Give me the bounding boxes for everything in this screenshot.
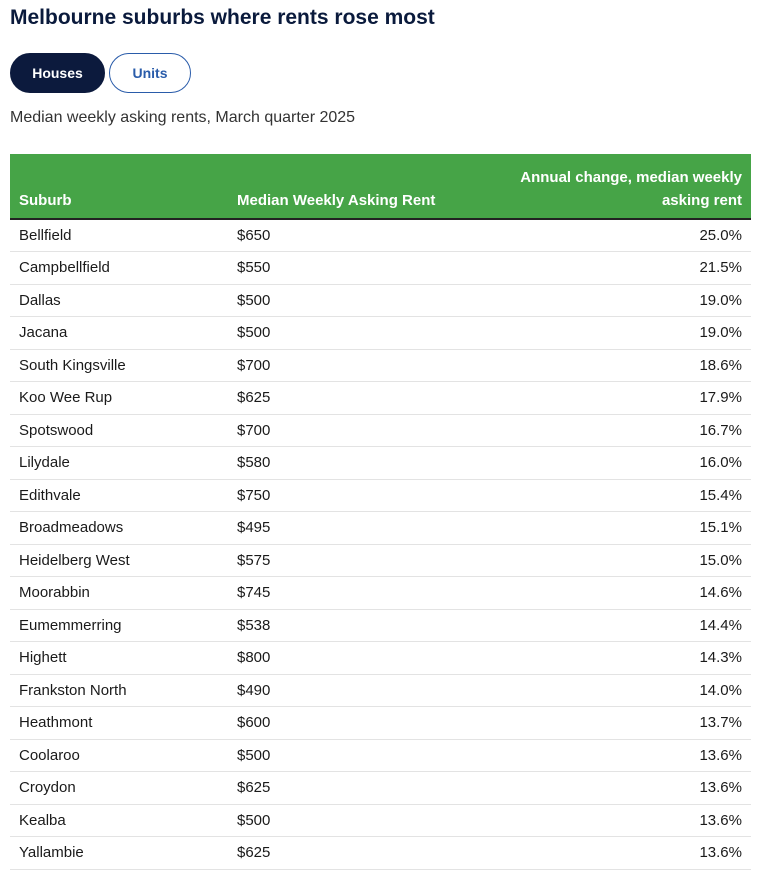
table-row: Moorabbin $745 14.6% bbox=[10, 576, 751, 610]
cell-change: 25.0% bbox=[458, 219, 751, 252]
table-row: Croydon $625 13.6% bbox=[10, 771, 751, 805]
cell-rent: $575 bbox=[228, 544, 458, 577]
cell-suburb: Edithvale bbox=[10, 479, 228, 512]
cell-suburb: Heathmont bbox=[10, 706, 228, 740]
cell-rent: $490 bbox=[228, 674, 458, 707]
table-row: Eumemmerring $538 14.4% bbox=[10, 609, 751, 642]
cell-change: 13.6% bbox=[458, 771, 751, 805]
cell-change: 19.0% bbox=[458, 316, 751, 350]
table-row: Heathmont $600 13.7% bbox=[10, 706, 751, 740]
rent-table: Suburb Median Weekly Asking Rent Annual … bbox=[10, 154, 751, 870]
cell-change: 13.6% bbox=[458, 836, 751, 870]
table-row: Kealba $500 13.6% bbox=[10, 804, 751, 837]
cell-rent: $538 bbox=[228, 609, 458, 642]
cell-rent: $500 bbox=[228, 316, 458, 350]
table-row: Edithvale $750 15.4% bbox=[10, 479, 751, 512]
cell-change: 13.7% bbox=[458, 706, 751, 740]
cell-suburb: Moorabbin bbox=[10, 576, 228, 610]
column-header-change-label: Annual change, median weekly asking rent bbox=[520, 169, 742, 209]
cell-change: 21.5% bbox=[458, 251, 751, 285]
cell-suburb: Frankston North bbox=[10, 674, 228, 707]
subtitle: Median weekly asking rents, March quarte… bbox=[10, 109, 356, 126]
cell-suburb: Spotswood bbox=[10, 414, 228, 447]
cell-rent: $550 bbox=[228, 251, 458, 285]
page-title: Melbourne suburbs where rents rose most bbox=[10, 6, 435, 29]
cell-change: 14.0% bbox=[458, 674, 751, 707]
cell-rent: $580 bbox=[228, 446, 458, 480]
table-row: Heidelberg West $575 15.0% bbox=[10, 544, 751, 577]
cell-change: 18.6% bbox=[458, 349, 751, 382]
table-header: Suburb Median Weekly Asking Rent Annual … bbox=[10, 154, 751, 220]
table-row: Jacana $500 19.0% bbox=[10, 316, 751, 350]
cell-change: 14.6% bbox=[458, 576, 751, 610]
table-row: South Kingsville $700 18.6% bbox=[10, 349, 751, 382]
cell-change: 19.0% bbox=[458, 284, 751, 317]
cell-rent: $650 bbox=[228, 219, 458, 252]
table-row: Broadmeadows $495 15.1% bbox=[10, 511, 751, 545]
column-header-rent: Median Weekly Asking Rent bbox=[228, 154, 458, 220]
table-row: Highett $800 14.3% bbox=[10, 641, 751, 675]
table-row: Dallas $500 19.0% bbox=[10, 284, 751, 317]
dwelling-type-toggle: Houses Units bbox=[10, 53, 191, 93]
table-row: Campbellfield $550 21.5% bbox=[10, 251, 751, 285]
cell-change: 13.6% bbox=[458, 804, 751, 837]
cell-change: 17.9% bbox=[458, 381, 751, 415]
cell-suburb: Lilydale bbox=[10, 446, 228, 480]
table-body: Bellfield $650 25.0% Campbellfield $550 21.5%… bbox=[10, 219, 751, 870]
cell-rent: $800 bbox=[228, 641, 458, 675]
cell-rent: $495 bbox=[228, 511, 458, 545]
cell-rent: $500 bbox=[228, 284, 458, 317]
cell-change: 15.4% bbox=[458, 479, 751, 512]
cell-suburb: Bellfield bbox=[10, 219, 228, 252]
table-row: Coolaroo $500 13.6% bbox=[10, 739, 751, 772]
column-header-change: Annual change, median weekly asking rent bbox=[458, 154, 751, 220]
cell-suburb: Jacana bbox=[10, 316, 228, 350]
cell-suburb: Heidelberg West bbox=[10, 544, 228, 577]
cell-change: 15.0% bbox=[458, 544, 751, 577]
cell-suburb: Kealba bbox=[10, 804, 228, 837]
cell-rent: $500 bbox=[228, 739, 458, 772]
cell-rent: $625 bbox=[228, 836, 458, 870]
cell-suburb: South Kingsville bbox=[10, 349, 228, 382]
table-row: Lilydale $580 16.0% bbox=[10, 446, 751, 480]
cell-suburb: Campbellfield bbox=[10, 251, 228, 285]
cell-suburb: Broadmeadows bbox=[10, 511, 228, 545]
cell-change: 13.6% bbox=[458, 739, 751, 772]
cell-rent: $625 bbox=[228, 771, 458, 805]
cell-rent: $700 bbox=[228, 414, 458, 447]
cell-suburb: Eumemmerring bbox=[10, 609, 228, 642]
cell-suburb: Dallas bbox=[10, 284, 228, 317]
cell-rent: $500 bbox=[228, 804, 458, 837]
table-row: Koo Wee Rup $625 17.9% bbox=[10, 381, 751, 415]
cell-suburb: Highett bbox=[10, 641, 228, 675]
units-button[interactable]: Units bbox=[109, 53, 191, 93]
header-row: Suburb Median Weekly Asking Rent Annual … bbox=[10, 154, 751, 220]
cell-rent: $700 bbox=[228, 349, 458, 382]
cell-suburb: Croydon bbox=[10, 771, 228, 805]
cell-change: 16.0% bbox=[458, 446, 751, 480]
cell-change: 14.4% bbox=[458, 609, 751, 642]
table-row: Bellfield $650 25.0% bbox=[10, 219, 751, 252]
cell-suburb: Yallambie bbox=[10, 836, 228, 870]
cell-suburb: Koo Wee Rup bbox=[10, 381, 228, 415]
cell-change: 14.3% bbox=[458, 641, 751, 675]
cell-rent: $600 bbox=[228, 706, 458, 740]
cell-rent: $750 bbox=[228, 479, 458, 512]
cell-change: 15.1% bbox=[458, 511, 751, 545]
houses-button[interactable]: Houses bbox=[10, 53, 105, 93]
cell-change: 16.7% bbox=[458, 414, 751, 447]
column-header-suburb: Suburb bbox=[10, 154, 228, 220]
cell-suburb: Coolaroo bbox=[10, 739, 228, 772]
table-row: Yallambie $625 13.6% bbox=[10, 836, 751, 870]
table-row: Frankston North $490 14.0% bbox=[10, 674, 751, 707]
table-row: Spotswood $700 16.7% bbox=[10, 414, 751, 447]
cell-rent: $745 bbox=[228, 576, 458, 610]
cell-rent: $625 bbox=[228, 381, 458, 415]
